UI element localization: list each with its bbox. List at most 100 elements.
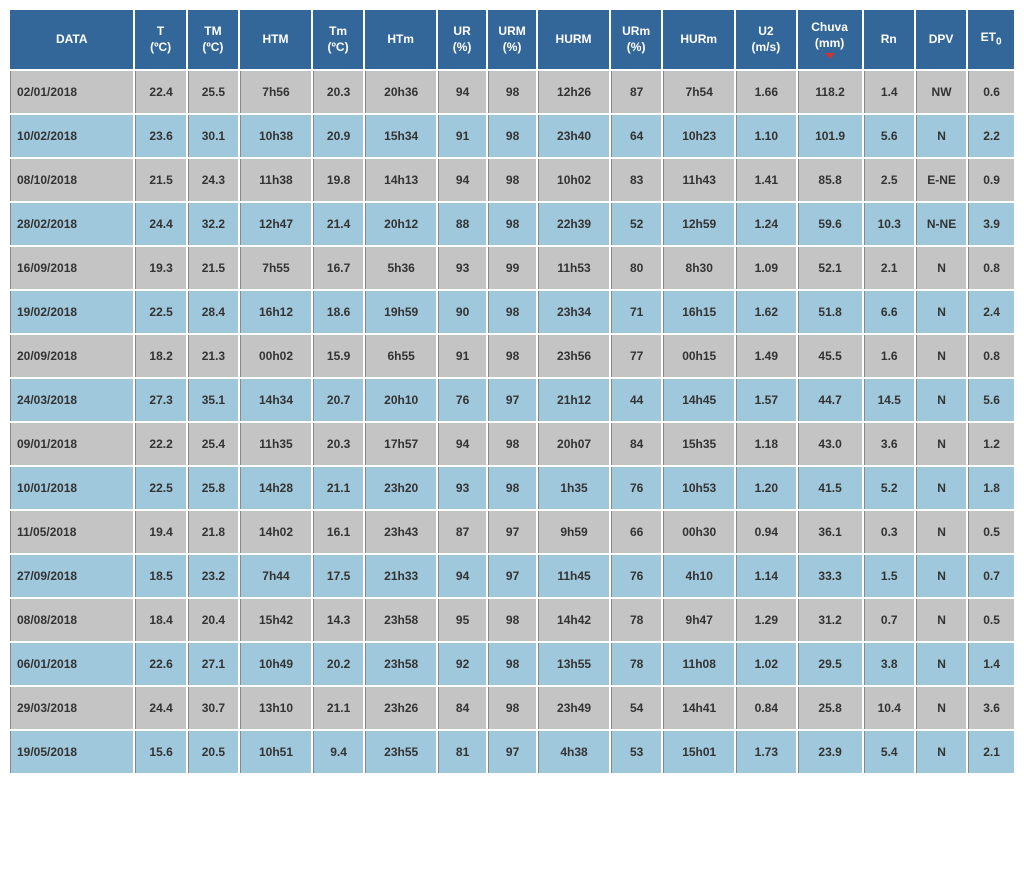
cell-urm_max: 98 xyxy=(488,203,536,245)
col-header-u2[interactable]: U2(m/s) xyxy=(736,10,795,69)
cell-ur: 90 xyxy=(438,291,486,333)
cell-dpv: N xyxy=(916,467,966,509)
cell-rn: 5.2 xyxy=(864,467,914,509)
col-header-rn[interactable]: Rn xyxy=(864,10,914,69)
cell-tm_max: 28.4 xyxy=(188,291,238,333)
cell-et0: 3.6 xyxy=(968,687,1014,729)
cell-dpv: N xyxy=(916,643,966,685)
cell-htmin: 23h43 xyxy=(365,511,436,553)
cell-tm_min: 9.4 xyxy=(313,731,363,773)
cell-tm_max: 25.4 xyxy=(188,423,238,465)
cell-htm: 00h02 xyxy=(240,335,311,377)
cell-urm_min: 76 xyxy=(611,467,661,509)
table-header-row: DATA T(ºC) TM(ºC) HTM Tm(ºC) HTm UR(%) U… xyxy=(10,10,1014,69)
cell-urm_min: 77 xyxy=(611,335,661,377)
col-header-htmin[interactable]: HTm xyxy=(365,10,436,69)
cell-t: 15.6 xyxy=(135,731,185,773)
col-header-chuva[interactable]: Chuva(mm) xyxy=(798,10,862,69)
cell-htmin: 14h13 xyxy=(365,159,436,201)
cell-u2: 0.84 xyxy=(736,687,795,729)
cell-dpv: E-NE xyxy=(916,159,966,201)
cell-data: 19/05/2018 xyxy=(10,731,133,773)
cell-t: 18.4 xyxy=(135,599,185,641)
cell-et0: 1.8 xyxy=(968,467,1014,509)
cell-urm_max: 98 xyxy=(488,599,536,641)
cell-u2: 1.02 xyxy=(736,643,795,685)
cell-ur: 93 xyxy=(438,247,486,289)
cell-chuva: 44.7 xyxy=(798,379,862,421)
cell-htmin: 23h58 xyxy=(365,599,436,641)
table-row: 08/08/201818.420.415h4214.323h58959814h4… xyxy=(10,599,1014,641)
cell-chuva: 33.3 xyxy=(798,555,862,597)
cell-rn: 1.4 xyxy=(864,71,914,113)
cell-rn: 1.6 xyxy=(864,335,914,377)
cell-rn: 1.5 xyxy=(864,555,914,597)
cell-rn: 10.4 xyxy=(864,687,914,729)
table-row: 09/01/201822.225.411h3520.317h57949820h0… xyxy=(10,423,1014,465)
cell-urm_max: 98 xyxy=(488,291,536,333)
cell-htm: 10h51 xyxy=(240,731,311,773)
cell-dpv: N xyxy=(916,335,966,377)
cell-rn: 2.5 xyxy=(864,159,914,201)
cell-u2: 1.09 xyxy=(736,247,795,289)
table-row: 10/01/201822.525.814h2821.123h2093981h35… xyxy=(10,467,1014,509)
col-header-hurmin[interactable]: HURm xyxy=(663,10,734,69)
col-header-htm[interactable]: HTM xyxy=(240,10,311,69)
cell-t: 19.4 xyxy=(135,511,185,553)
cell-urm_min: 66 xyxy=(611,511,661,553)
cell-htmin: 20h12 xyxy=(365,203,436,245)
cell-dpv: N xyxy=(916,687,966,729)
cell-hurmin: 12h59 xyxy=(663,203,734,245)
cell-t: 22.2 xyxy=(135,423,185,465)
col-header-urm-max[interactable]: URM(%) xyxy=(488,10,536,69)
cell-urm_min: 76 xyxy=(611,555,661,597)
cell-rn: 0.7 xyxy=(864,599,914,641)
cell-chuva: 51.8 xyxy=(798,291,862,333)
cell-dpv: N xyxy=(916,511,966,553)
col-header-urm-min[interactable]: URm(%) xyxy=(611,10,661,69)
cell-htm: 10h49 xyxy=(240,643,311,685)
cell-hurmin: 9h47 xyxy=(663,599,734,641)
cell-dpv: N xyxy=(916,555,966,597)
cell-hurm: 22h39 xyxy=(538,203,609,245)
table-row: 28/02/201824.432.212h4721.420h12889822h3… xyxy=(10,203,1014,245)
cell-htm: 15h42 xyxy=(240,599,311,641)
cell-t: 27.3 xyxy=(135,379,185,421)
cell-tm_max: 32.2 xyxy=(188,203,238,245)
cell-data: 16/09/2018 xyxy=(10,247,133,289)
cell-u2: 1.41 xyxy=(736,159,795,201)
col-header-tm-min[interactable]: Tm(ºC) xyxy=(313,10,363,69)
cell-data: 29/03/2018 xyxy=(10,687,133,729)
cell-rn: 5.4 xyxy=(864,731,914,773)
col-header-data[interactable]: DATA xyxy=(10,10,133,69)
cell-data: 28/02/2018 xyxy=(10,203,133,245)
cell-chuva: 41.5 xyxy=(798,467,862,509)
table-row: 19/05/201815.620.510h519.423h5581974h385… xyxy=(10,731,1014,773)
cell-tm_min: 16.1 xyxy=(313,511,363,553)
col-header-hurm[interactable]: HURM xyxy=(538,10,609,69)
cell-urm_min: 44 xyxy=(611,379,661,421)
weather-data-table: DATA T(ºC) TM(ºC) HTM Tm(ºC) HTm UR(%) U… xyxy=(8,8,1016,775)
col-header-dpv[interactable]: DPV xyxy=(916,10,966,69)
cell-htm: 14h02 xyxy=(240,511,311,553)
cell-urm_max: 98 xyxy=(488,159,536,201)
cell-htmin: 23h20 xyxy=(365,467,436,509)
cell-htmin: 17h57 xyxy=(365,423,436,465)
table-row: 24/03/201827.335.114h3420.720h10769721h1… xyxy=(10,379,1014,421)
table-row: 06/01/201822.627.110h4920.223h58929813h5… xyxy=(10,643,1014,685)
col-header-ur[interactable]: UR(%) xyxy=(438,10,486,69)
col-header-et0[interactable]: ET0 xyxy=(968,10,1014,69)
col-header-tm-max[interactable]: TM(ºC) xyxy=(188,10,238,69)
cell-u2: 1.14 xyxy=(736,555,795,597)
cell-urm_max: 98 xyxy=(488,71,536,113)
cell-data: 27/09/2018 xyxy=(10,555,133,597)
cell-ur: 87 xyxy=(438,511,486,553)
cell-et0: 1.4 xyxy=(968,643,1014,685)
cell-ur: 95 xyxy=(438,599,486,641)
cell-hurmin: 14h45 xyxy=(663,379,734,421)
table-row: 19/02/201822.528.416h1218.619h59909823h3… xyxy=(10,291,1014,333)
cell-hurmin: 15h35 xyxy=(663,423,734,465)
cell-urm_max: 98 xyxy=(488,115,536,157)
col-header-t[interactable]: T(ºC) xyxy=(135,10,185,69)
cell-chuva: 36.1 xyxy=(798,511,862,553)
